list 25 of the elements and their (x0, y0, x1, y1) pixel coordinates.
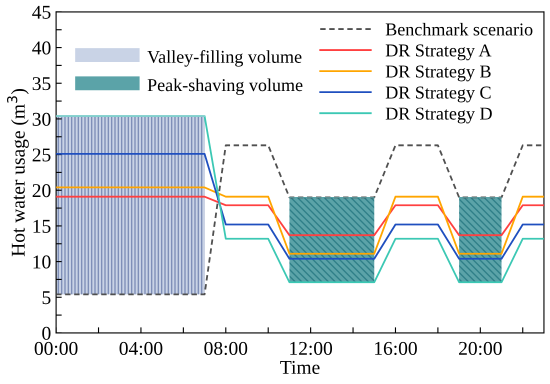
x-tick-label: 08:00 (204, 342, 248, 356)
x-tick-label: 00:00 (34, 342, 78, 356)
legend-label: Peak-shaving volume (148, 78, 302, 95)
y-tick-label: 10 (34, 255, 50, 269)
y-tick-label: 20 (32, 184, 50, 198)
x-tick-label: 20:00 (459, 342, 502, 356)
x-axis-title: Time (280, 360, 320, 374)
y-tick-label: 5 (42, 291, 50, 304)
legend-label: DR Strategy B (386, 65, 491, 82)
legend-label: DR Strategy C (386, 86, 491, 102)
y-axis-title: Hot water usage (m$^{3}$) (7, 89, 29, 256)
y-tick-label: 30 (32, 112, 50, 126)
legend-label: DR Strategy A (386, 44, 492, 60)
y-tick-label: 40 (32, 41, 50, 55)
legend-label: Benchmark scenario (386, 22, 532, 36)
y-tick-label: 25 (32, 148, 50, 162)
legend-label: Valley-filling volume (147, 50, 302, 67)
x-tick-label: 16:00 (375, 342, 417, 356)
legend-label: DR Strategy D (386, 108, 492, 124)
x-tick-label: 12:00 (290, 342, 332, 356)
y-tick-label: 15 (34, 220, 50, 233)
x-tick-label: 04:00 (120, 342, 162, 356)
y-tick-label: 0 (42, 326, 50, 340)
y-tick-label: 45 (32, 6, 50, 19)
y-tick-label: 35 (32, 77, 50, 90)
